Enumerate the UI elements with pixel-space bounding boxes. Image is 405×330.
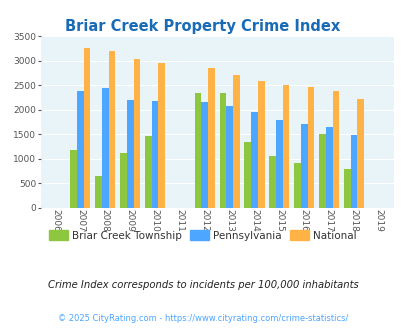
Bar: [194, 93, 201, 208]
Bar: [158, 63, 165, 208]
Bar: [70, 150, 77, 208]
Bar: [219, 93, 226, 208]
Bar: [226, 106, 232, 208]
Bar: [307, 87, 313, 208]
Bar: [109, 51, 115, 208]
Bar: [318, 134, 325, 208]
Bar: [356, 99, 363, 208]
Bar: [151, 101, 158, 208]
Bar: [120, 153, 126, 208]
Text: Briar Creek Property Crime Index: Briar Creek Property Crime Index: [65, 19, 340, 34]
Bar: [244, 142, 251, 208]
Bar: [232, 75, 239, 208]
Bar: [300, 123, 307, 208]
Bar: [325, 127, 332, 208]
Legend: Briar Creek Township, Pennsylvania, National: Briar Creek Township, Pennsylvania, Nati…: [45, 226, 360, 245]
Bar: [294, 163, 300, 208]
Bar: [350, 135, 356, 208]
Text: © 2025 CityRating.com - https://www.cityrating.com/crime-statistics/: © 2025 CityRating.com - https://www.city…: [58, 314, 347, 323]
Text: Crime Index corresponds to incidents per 100,000 inhabitants: Crime Index corresponds to incidents per…: [47, 280, 358, 290]
Bar: [77, 91, 83, 208]
Bar: [145, 136, 151, 208]
Bar: [269, 156, 275, 208]
Bar: [332, 91, 339, 208]
Bar: [133, 59, 140, 208]
Bar: [257, 81, 264, 208]
Bar: [83, 48, 90, 208]
Bar: [282, 85, 289, 208]
Bar: [343, 169, 350, 208]
Bar: [275, 120, 282, 208]
Bar: [126, 100, 133, 208]
Bar: [201, 102, 208, 208]
Bar: [251, 112, 257, 208]
Bar: [102, 88, 109, 208]
Bar: [208, 68, 214, 208]
Bar: [95, 176, 102, 208]
